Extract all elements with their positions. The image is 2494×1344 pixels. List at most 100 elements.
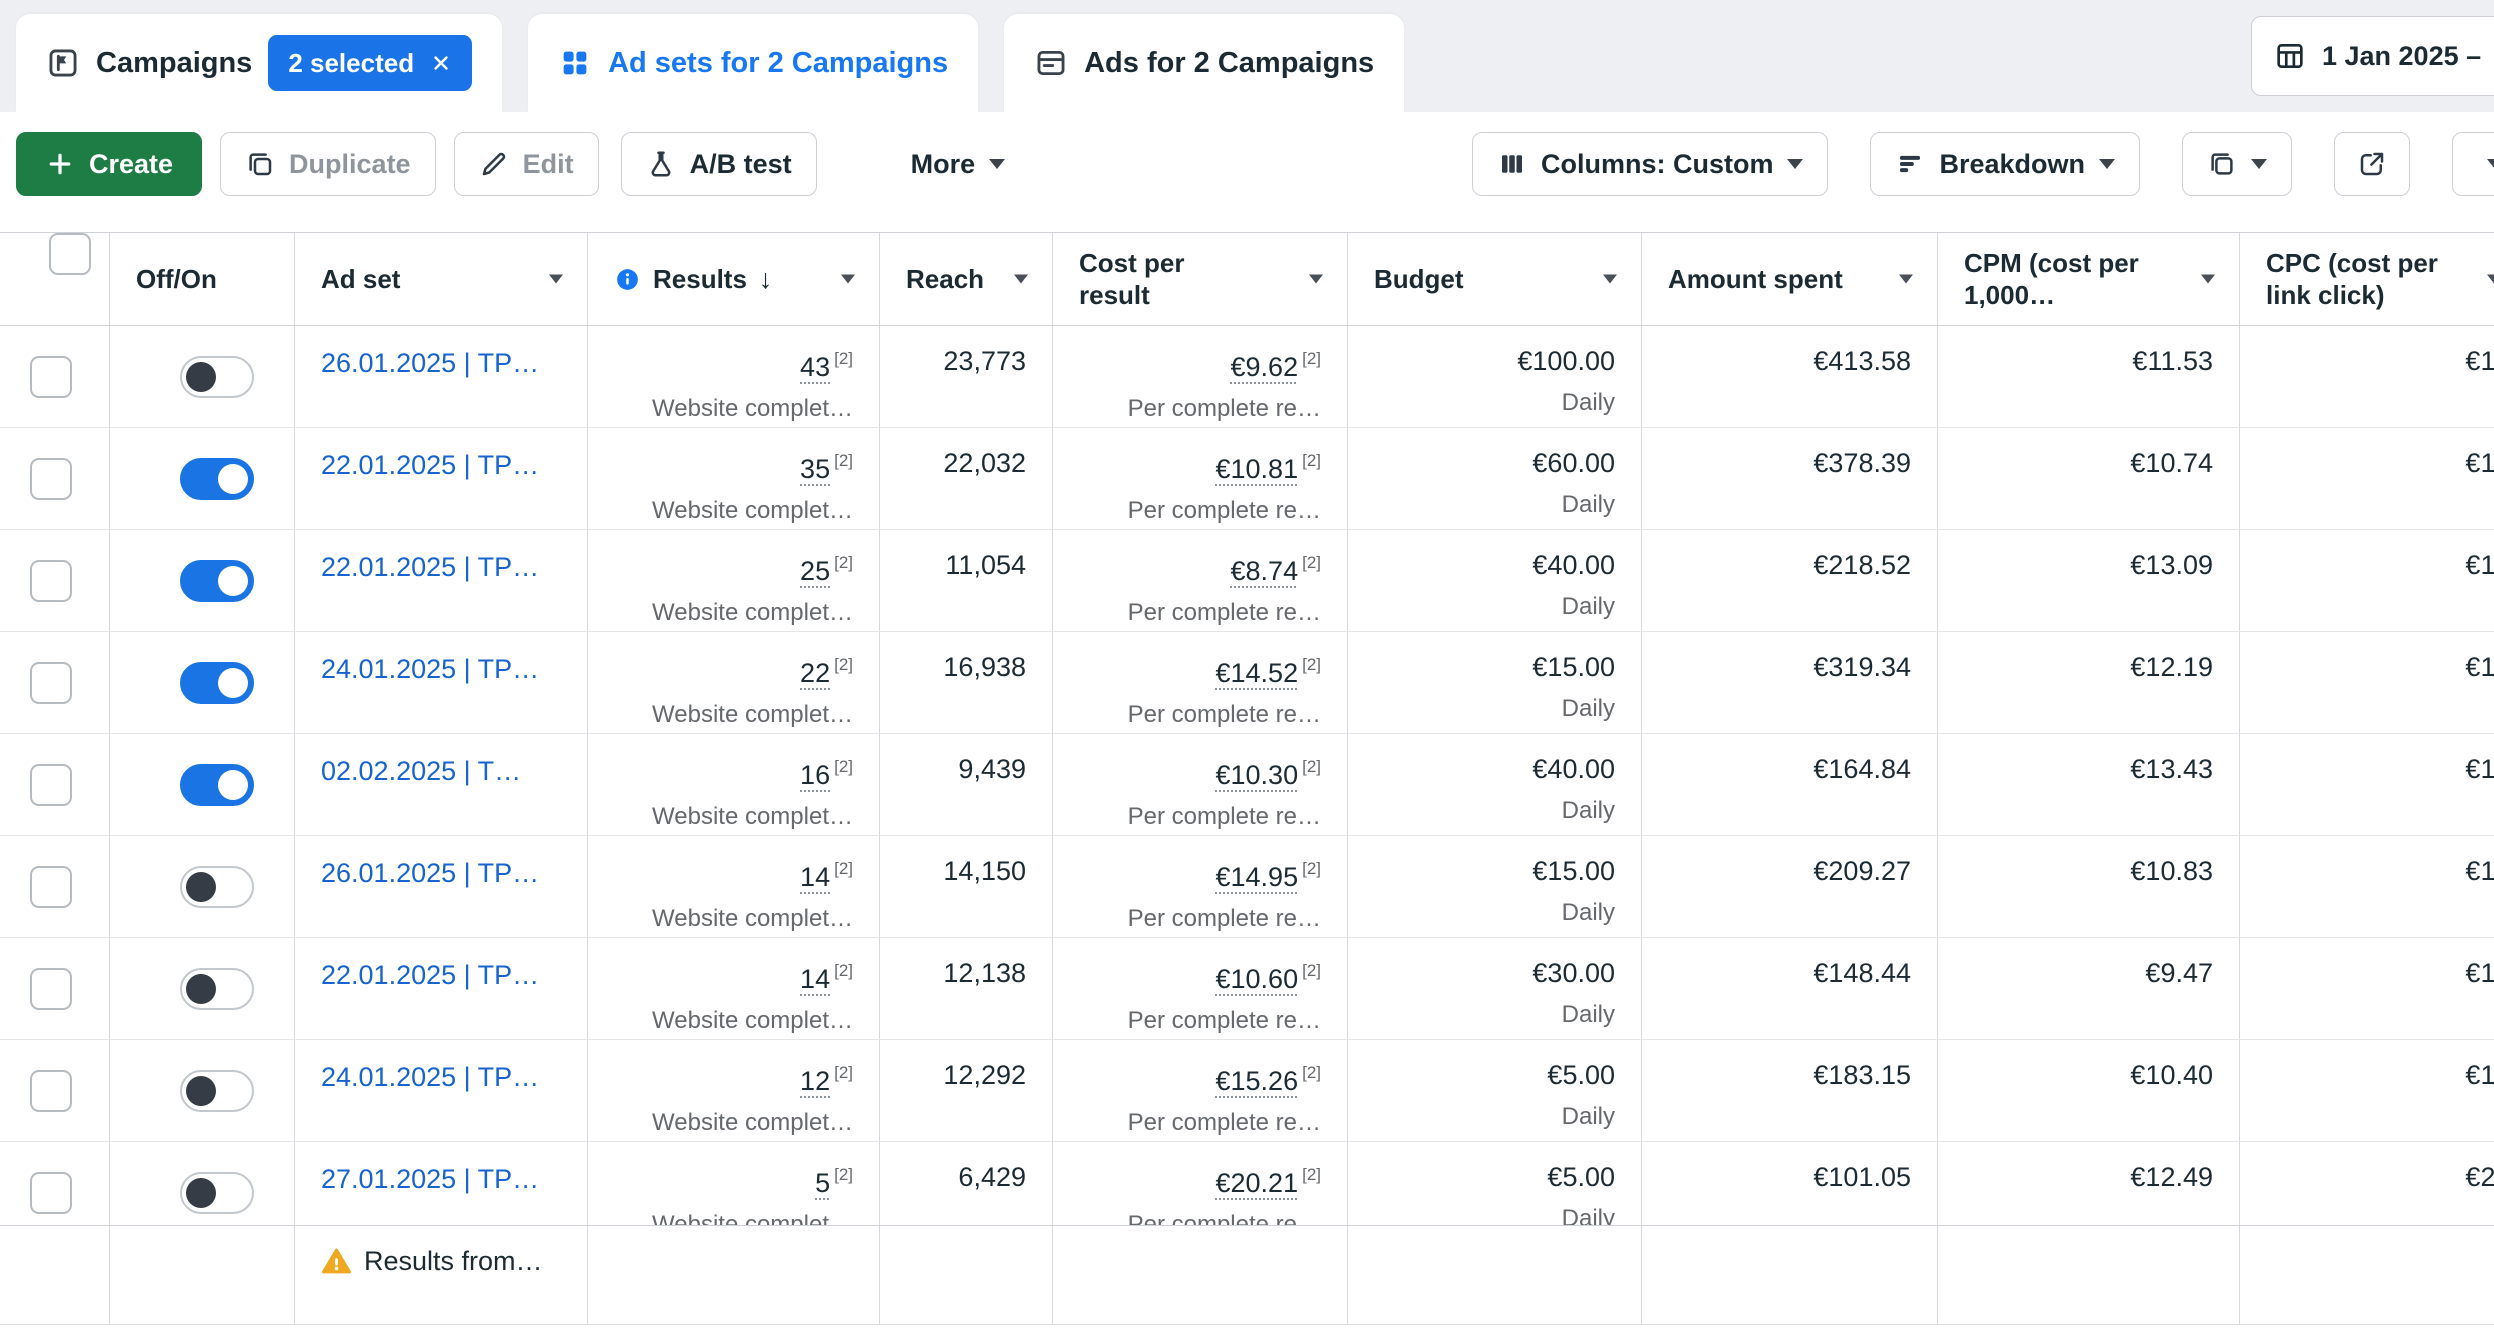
footnote-marker: [2]: [1302, 1063, 1321, 1082]
summary-results-note: Results from…: [364, 1246, 543, 1276]
adset-name-link[interactable]: 26.01.2025 | TP…: [321, 858, 540, 888]
adset-name-link[interactable]: 26.01.2025 | TP…: [321, 348, 540, 378]
column-header-results[interactable]: Results ↓: [588, 233, 880, 325]
cost-per-result-value[interactable]: €10.30: [1215, 760, 1299, 790]
cost-per-result-value[interactable]: €10.60: [1215, 964, 1299, 994]
adset-status-toggle[interactable]: [180, 355, 254, 398]
column-header-amount-spent[interactable]: Amount spent: [1642, 233, 1938, 325]
table-row: 26.01.2025 | TP… 14 [2] Website complet… …: [0, 836, 2494, 938]
cost-per-result-value[interactable]: €15.26: [1215, 1066, 1299, 1096]
breakdown-button[interactable]: Breakdown: [1870, 132, 2140, 196]
cost-per-result-value[interactable]: €8.74: [1230, 556, 1299, 586]
tab-ad-sets-label: Ad sets for 2 Campaigns: [608, 46, 949, 79]
adset-status-toggle[interactable]: [180, 661, 254, 704]
edit-button[interactable]: Edit: [453, 132, 599, 196]
results-value[interactable]: 14: [800, 964, 831, 994]
reports-button[interactable]: [2182, 132, 2292, 196]
results-sub-label: Website complet…: [652, 395, 853, 422]
summary-cell: [1642, 1226, 1938, 1324]
adset-status-toggle[interactable]: [180, 967, 254, 1010]
cost-per-result-value[interactable]: €14.52: [1215, 658, 1299, 688]
cost-per-result-sub-label: Per complete re…: [1127, 599, 1321, 626]
cost-per-result-value[interactable]: €10.81: [1215, 454, 1299, 484]
adset-name-link[interactable]: 27.01.2025 | TP…: [321, 1164, 540, 1194]
cost-per-result-value[interactable]: €14.95: [1215, 862, 1299, 892]
column-header-budget[interactable]: Budget: [1348, 233, 1642, 325]
more-button[interactable]: More: [896, 132, 1020, 196]
adset-name-link[interactable]: 22.01.2025 | TP…: [321, 960, 540, 990]
date-range-button[interactable]: 1 Jan 2025 –: [2251, 16, 2494, 96]
adset-status-toggle[interactable]: [180, 457, 254, 500]
info-icon[interactable]: [614, 266, 641, 293]
tab-ad-sets[interactable]: Ad sets for 2 Campaigns: [528, 14, 979, 112]
results-value[interactable]: 12: [800, 1066, 831, 1096]
row-checkbox[interactable]: [30, 1069, 72, 1112]
row-checkbox[interactable]: [30, 865, 72, 908]
checkbox-cell: [0, 938, 110, 1039]
row-checkbox[interactable]: [30, 355, 72, 398]
results-value[interactable]: 14: [800, 862, 831, 892]
selected-count-badge[interactable]: 2 selected: [268, 35, 473, 91]
cpm-cell: €13.43: [1938, 734, 2240, 835]
adset-name-link[interactable]: 24.01.2025 | TP…: [321, 1062, 540, 1092]
columns-button[interactable]: Columns: Custom: [1471, 132, 1829, 196]
results-value[interactable]: 25: [800, 556, 831, 586]
results-value[interactable]: 35: [800, 454, 831, 484]
row-checkbox[interactable]: [30, 763, 72, 806]
duplicate-button[interactable]: Duplicate: [220, 132, 436, 196]
results-value[interactable]: 22: [800, 658, 831, 688]
column-header-cpm[interactable]: CPM (cost per 1,000…: [1938, 233, 2240, 325]
adset-name-link[interactable]: 22.01.2025 | TP…: [321, 450, 540, 480]
footnote-marker: [2]: [834, 757, 853, 776]
adset-name-link[interactable]: 24.01.2025 | TP…: [321, 654, 540, 684]
tab-ads-label: Ads for 2 Campaigns: [1084, 46, 1375, 79]
toggle-knob: [218, 667, 248, 698]
adset-status-toggle[interactable]: [180, 1069, 254, 1112]
cost-per-result-value[interactable]: €9.62: [1230, 352, 1299, 382]
tab-campaigns[interactable]: Campaigns 2 selected: [16, 14, 503, 112]
tab-ads[interactable]: Ads for 2 Campaigns: [1004, 14, 1405, 112]
toggle-knob: [186, 1075, 216, 1106]
adset-status-toggle[interactable]: [180, 559, 254, 602]
adset-status-toggle[interactable]: [180, 1171, 254, 1214]
ad-set-name-cell: 24.01.2025 | TP…: [295, 1040, 588, 1141]
create-button[interactable]: Create: [16, 132, 203, 196]
export-options-button[interactable]: [2452, 132, 2494, 196]
row-checkbox[interactable]: [30, 661, 72, 704]
chevron-down-icon: [1014, 274, 1028, 284]
column-header-reach[interactable]: Reach: [880, 233, 1053, 325]
reach-value: 6,429: [958, 1162, 1026, 1192]
cost-per-result-sub-label: Per complete re…: [1127, 395, 1321, 422]
amount-spent-value: €413.58: [1813, 346, 1911, 376]
row-checkbox[interactable]: [30, 1171, 72, 1214]
adset-name-link[interactable]: 22.01.2025 | TP…: [321, 552, 540, 582]
select-all-checkbox[interactable]: [48, 233, 91, 275]
results-value[interactable]: 5: [815, 1168, 831, 1198]
off-on-cell: [110, 836, 295, 937]
toggle-knob: [218, 565, 248, 596]
budget-value: €60.00: [1532, 448, 1615, 478]
clear-selection-icon[interactable]: [430, 52, 452, 74]
column-header-cpc[interactable]: CPC (cost per link click): [2240, 233, 2494, 325]
off-on-cell: [110, 1142, 295, 1225]
column-header-ad-set[interactable]: Ad set: [295, 233, 588, 325]
results-value[interactable]: 16: [800, 760, 831, 790]
summary-cell: [1053, 1226, 1348, 1324]
adset-status-toggle[interactable]: [180, 865, 254, 908]
cpm-cell: €10.74: [1938, 428, 2240, 529]
adset-name-link[interactable]: 02.02.2025 | T…: [321, 756, 522, 786]
duplicate-label: Duplicate: [289, 148, 411, 179]
edit-label: Edit: [522, 148, 574, 179]
tab-campaigns-label: Campaigns: [96, 46, 253, 79]
ab-test-button[interactable]: A/B test: [620, 132, 817, 196]
export-button[interactable]: [2334, 132, 2410, 196]
column-header-cost-per-result[interactable]: Cost per result: [1053, 233, 1348, 325]
chevron-down-icon: [1787, 159, 1804, 169]
row-checkbox[interactable]: [30, 457, 72, 500]
row-checkbox[interactable]: [30, 967, 72, 1010]
cost-per-result-value[interactable]: €20.21: [1215, 1168, 1299, 1198]
results-value[interactable]: 43: [800, 352, 831, 382]
row-checkbox[interactable]: [30, 559, 72, 602]
off-on-cell: [110, 428, 295, 529]
adset-status-toggle[interactable]: [180, 763, 254, 806]
